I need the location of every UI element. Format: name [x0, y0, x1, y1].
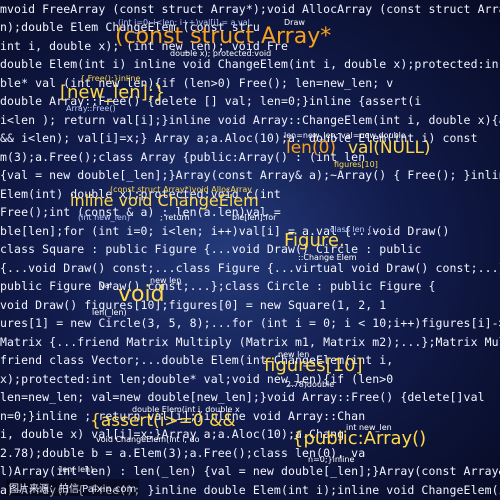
small-code-label: new len — [278, 350, 310, 359]
small-code-label: ; return — [160, 213, 190, 222]
small-code-label: val — [100, 281, 112, 290]
small-code-label: ble[len]:for — [232, 213, 277, 222]
code-line: && i<len); val[i]=x;} Array a;a.Aloc(10)… — [0, 131, 478, 145]
small-code-label: Array::Free() — [66, 104, 116, 113]
small-code-label: int new_len — [346, 423, 392, 432]
small-code-label: { Free();}inline — [80, 74, 141, 83]
code-line: m(3);a.Free();class Array {public:Array(… — [0, 150, 366, 164]
code-line: mvoid FreeArray (const struct Array*);vo… — [0, 2, 500, 16]
small-code-label: double x); protected:void — [170, 49, 272, 58]
small-code-label: Draw — [284, 18, 305, 27]
small-code-label: figures[10] — [334, 160, 378, 169]
small-code-label: len=new_len; val=new double — [284, 131, 406, 140]
code-line: {...void Draw() const;...class Figure {.… — [0, 261, 500, 275]
code-line: 2.78);double b = a.Elem(3);a.Free();clas… — [0, 446, 366, 460]
small-code-label: void ChangeElem(int i, do — [96, 435, 200, 444]
code-line: class Square : public Figure {...void Dr… — [0, 242, 422, 256]
code-line: i, double x) val[i]=x;}Array a;a.Aloc(10… — [0, 427, 345, 441]
code-line: Matrix {...friend Matrix Multiply (Matri… — [0, 335, 500, 349]
code-line: ble[len];for (int i=0; i<len; i++)val[i]… — [0, 224, 450, 238]
code-line: ures[1] = new Circle(3, 5, 8);...for (in… — [0, 316, 500, 330]
small-code-label: (int i=0; i<len; i++)val[i] = a.val — [118, 18, 250, 27]
highlight-new-len: [new_len];} — [60, 82, 166, 103]
small-code-label: (int new_len) — [78, 213, 130, 222]
small-code-label: len(_len) — [92, 308, 127, 317]
small-code-label: (const struct Array*)void AllocArray — [110, 185, 252, 194]
code-line: i<len ); return val[i];}inline void Arra… — [0, 113, 500, 127]
code-line: n=0;}inline ; return val[i];}inline void… — [0, 409, 366, 423]
code-line: l)Array(int len) : len(_len) {val = new … — [0, 464, 500, 478]
highlight-len-0: len(0) — [286, 138, 337, 158]
code-line: n);double Elem ChangeElem (const stru — [0, 20, 260, 34]
code-line: double Elem(int i) inline void ChangeEle… — [0, 57, 499, 71]
highlight-public-array: {public:Array() — [292, 428, 427, 449]
highlight-figures-10: figures[10] — [264, 355, 363, 376]
highlight-const-struct-array: (const struct Array* — [115, 24, 332, 49]
small-code-label: len( len) — [60, 465, 94, 474]
code-line: Free();int (const & a) : len(a.len)val = — [0, 205, 281, 219]
highlight-figure: Figure. — [284, 230, 345, 251]
code-line: x);protected:int len;double* val;void ne… — [0, 372, 394, 386]
source-watermark: 图片来源：拍信 Paixin.com — [6, 479, 140, 496]
code-line: {val = new double[_len];}Array(const Arr… — [0, 168, 500, 182]
small-code-label: ::Change Elem — [298, 253, 357, 262]
code-line: Elem(int) double x);protected:void c(int — [0, 187, 281, 201]
highlight-val-null: val(NULL) — [348, 138, 431, 158]
small-code-label: 2.78)double — [286, 380, 335, 389]
highlight-assert: {assert(i>=0 && — [90, 411, 236, 431]
small-code-label: class len {... — [330, 225, 380, 234]
code-line: ble* val (int new_len){if (len>0) Free()… — [0, 76, 394, 90]
code-line: public Figure Draw() const;...};class Ci… — [0, 279, 436, 293]
small-code-label: double Elem(int i, double x — [132, 405, 240, 414]
code-line: friend class Vector;...double Elem(int C… — [0, 353, 394, 367]
highlight-void: void — [118, 282, 165, 307]
code-line: double Array::Free() {delete [] val; len… — [0, 94, 422, 108]
highlight-inline-void-changeelem: inline void ChangeElem — [70, 191, 259, 210]
code-line: void Draw() figures[10];figures[0] = new… — [0, 298, 387, 312]
small-code-label: new len — [150, 276, 182, 285]
code-line: len=new_len; val=new double[new_len];}vo… — [0, 390, 485, 404]
code-line: int i, double x); (int new_len); void Fr… — [0, 39, 288, 53]
code-line: a)~Array() { Free(); }inline double Elem… — [0, 483, 500, 497]
small-code-label: n=0;}inline — [308, 455, 355, 464]
